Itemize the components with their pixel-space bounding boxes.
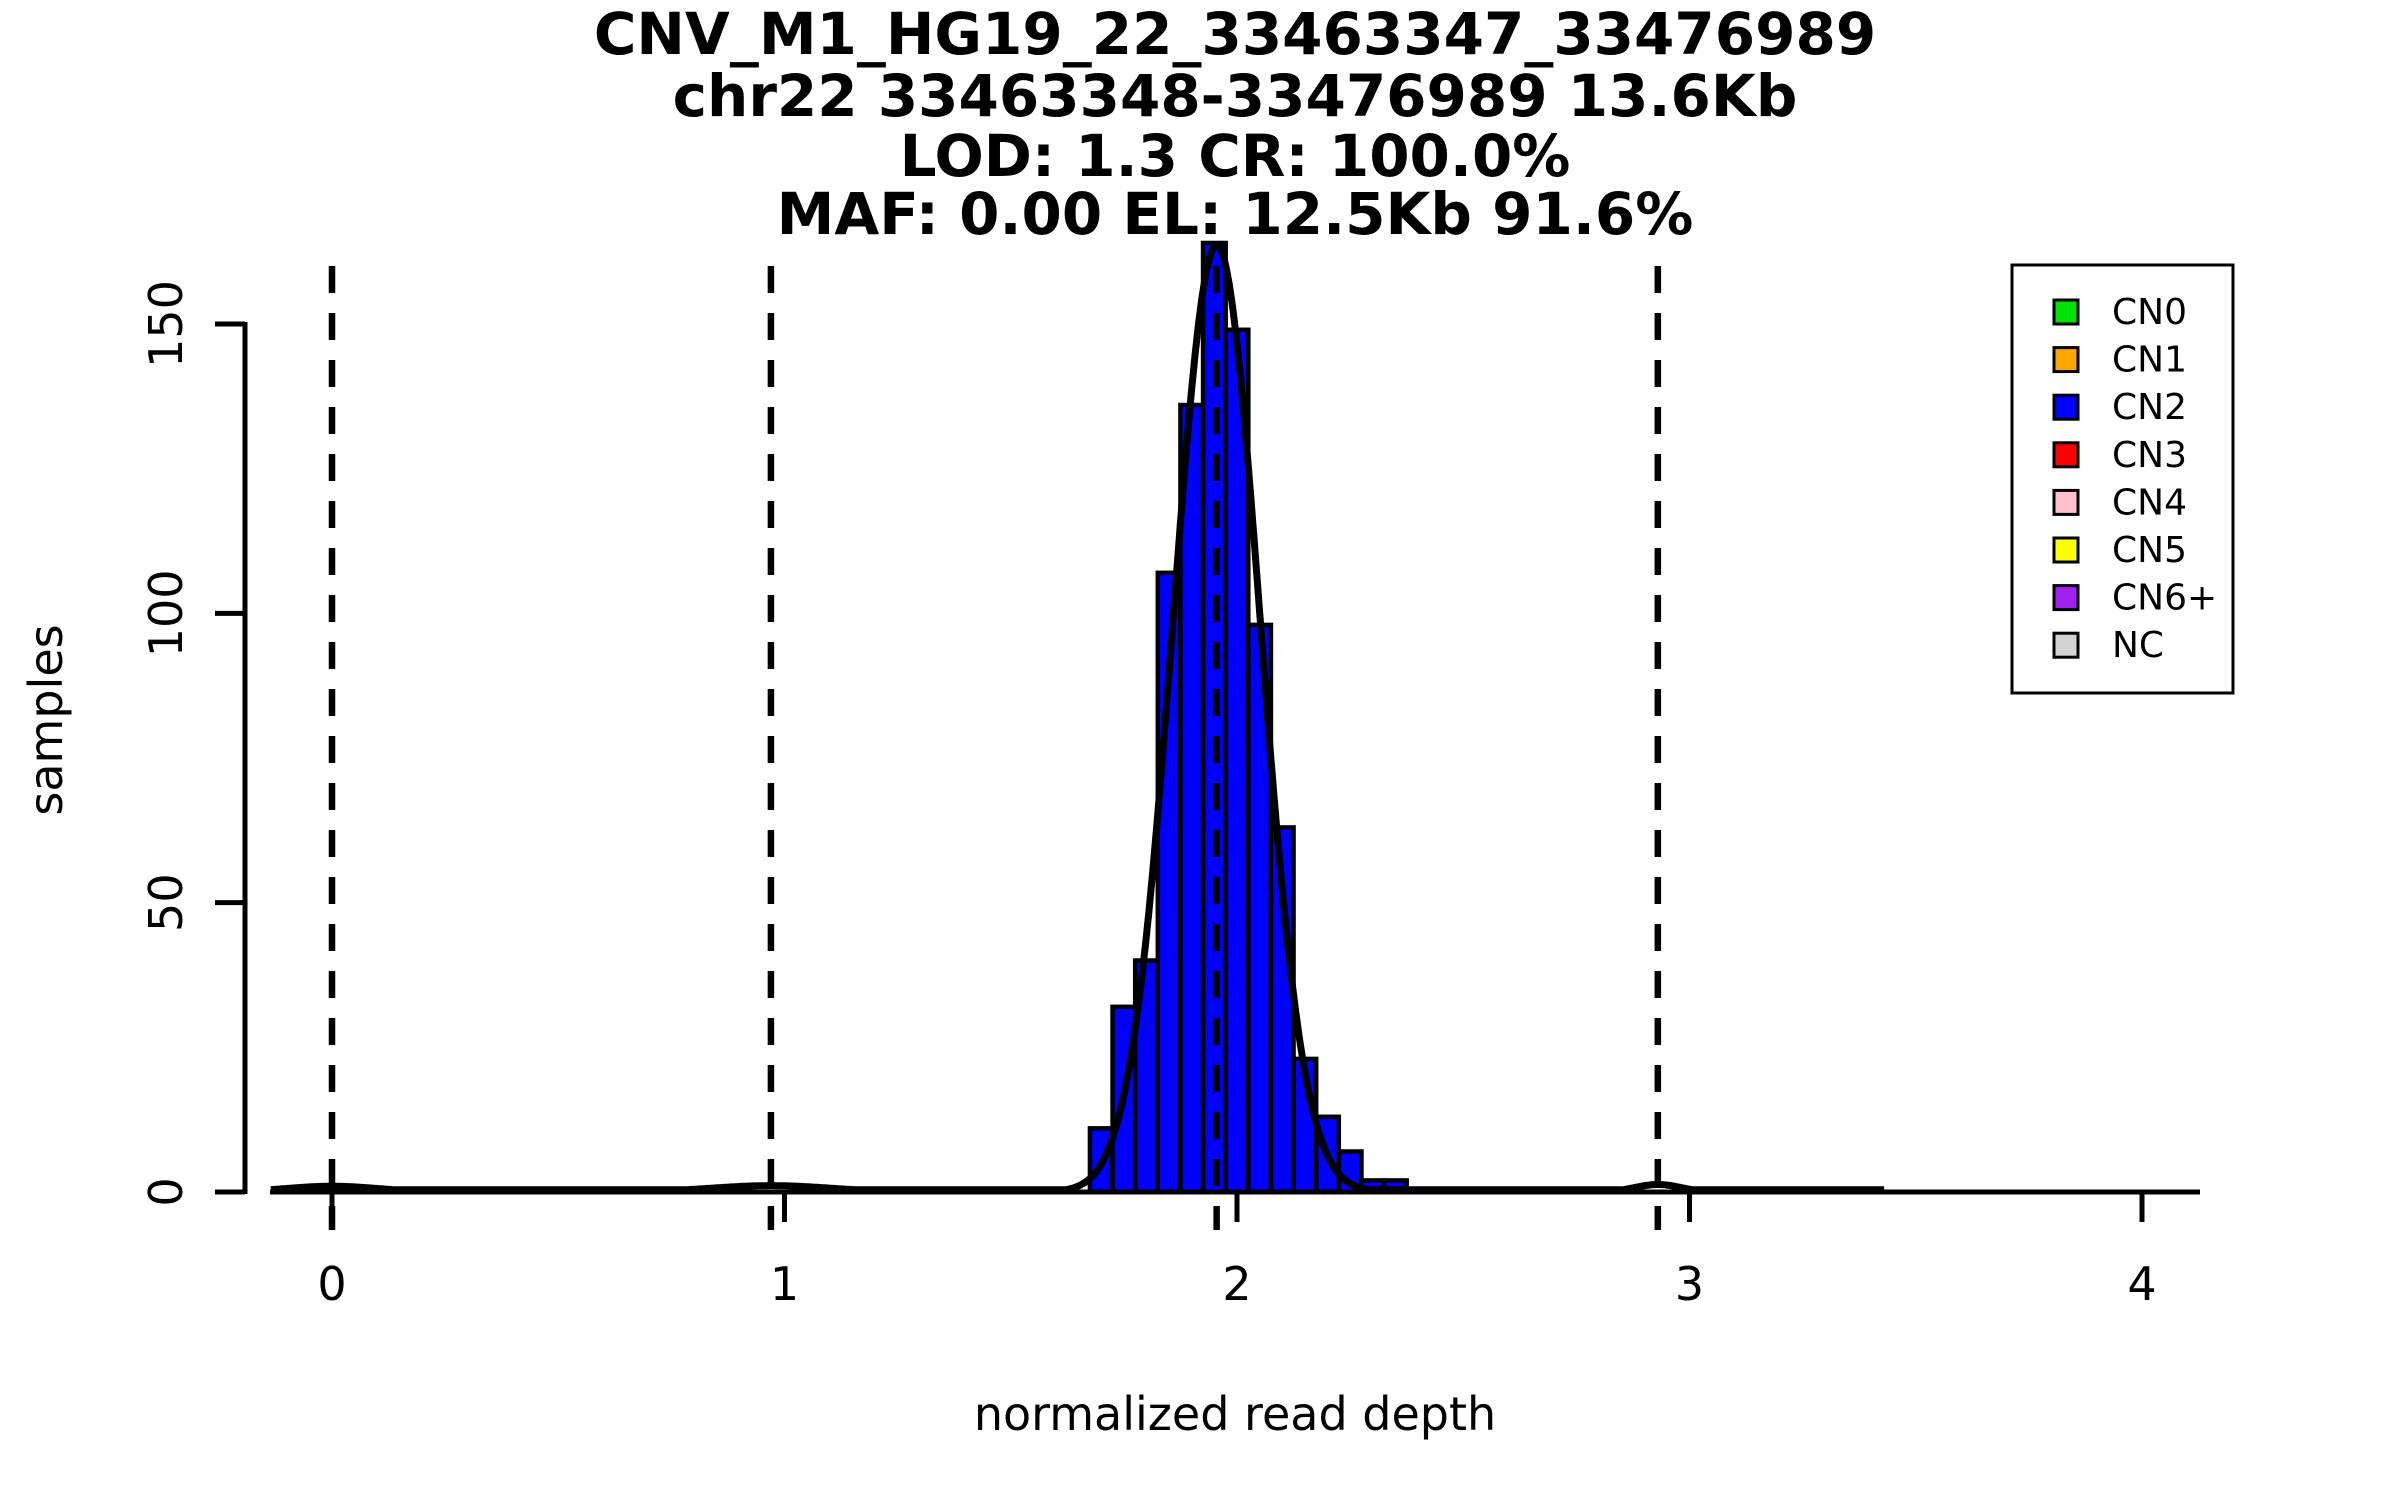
x-axis: 0 1 2 3 4 — [270, 1189, 2200, 1311]
histogram-bars — [1087, 240, 1409, 1195]
y-tick-label: 150 — [139, 280, 193, 368]
legend-label: CN6+ — [2112, 578, 2217, 619]
y-tick-label: 50 — [139, 873, 193, 932]
legend-label: CN2 — [2112, 387, 2187, 428]
legend-swatch-cn0 — [2052, 298, 2080, 326]
title-line-1: CNV_M1_HG19_22_33463347_33476989 — [594, 0, 1876, 68]
legend-swatch-cn2 — [2052, 393, 2080, 421]
title-line-2: chr22 33463348-33476989 13.6Kb — [673, 62, 1798, 130]
y-tick-label: 100 — [139, 569, 193, 657]
x-tick-label: 3 — [1675, 1257, 1704, 1311]
legend-swatch-nc — [2052, 631, 2080, 659]
legend: CN0 CN1 CN2 CN3 CN4 CN5 CN6+ NC — [2010, 263, 2235, 695]
plot-title: CNV_M1_HG19_22_33463347_33476989 chr22 3… — [594, 0, 1876, 248]
cn-mean-dashed-lines — [328, 266, 1662, 1230]
y-axis-title: samples — [19, 624, 73, 815]
legend-label: CN4 — [2112, 482, 2187, 523]
x-axis-title: normalized read depth — [974, 1387, 1496, 1441]
legend-swatch-cn6plus — [2052, 584, 2080, 612]
density-curve — [270, 241, 1885, 1194]
title-line-4: MAF: 0.00 EL: 12.5Kb 91.6% — [777, 180, 1694, 248]
legend-box — [2010, 263, 2235, 695]
legend-label: CN0 — [2112, 292, 2187, 333]
legend-label: CN3 — [2112, 435, 2187, 476]
x-tick-label: 4 — [2127, 1257, 2156, 1311]
density-curve-path — [270, 241, 1885, 1194]
x-tick-label: 1 — [770, 1257, 799, 1311]
x-tick-label: 0 — [317, 1257, 346, 1311]
title-line-3: LOD: 1.3 CR: 100.0% — [900, 122, 1571, 190]
x-tick-label: 2 — [1222, 1257, 1251, 1311]
y-tick-label: 0 — [139, 1177, 193, 1206]
legend-label: CN1 — [2112, 340, 2187, 381]
legend-swatch-cn1 — [2052, 346, 2080, 374]
legend-label: NC — [2112, 625, 2164, 666]
legend-swatch-cn5 — [2052, 536, 2080, 564]
legend-swatch-cn4 — [2052, 488, 2080, 516]
legend-swatch-cn3 — [2052, 441, 2080, 469]
y-axis: 0 50 100 150 — [139, 280, 248, 1207]
legend-label: CN5 — [2112, 530, 2187, 571]
